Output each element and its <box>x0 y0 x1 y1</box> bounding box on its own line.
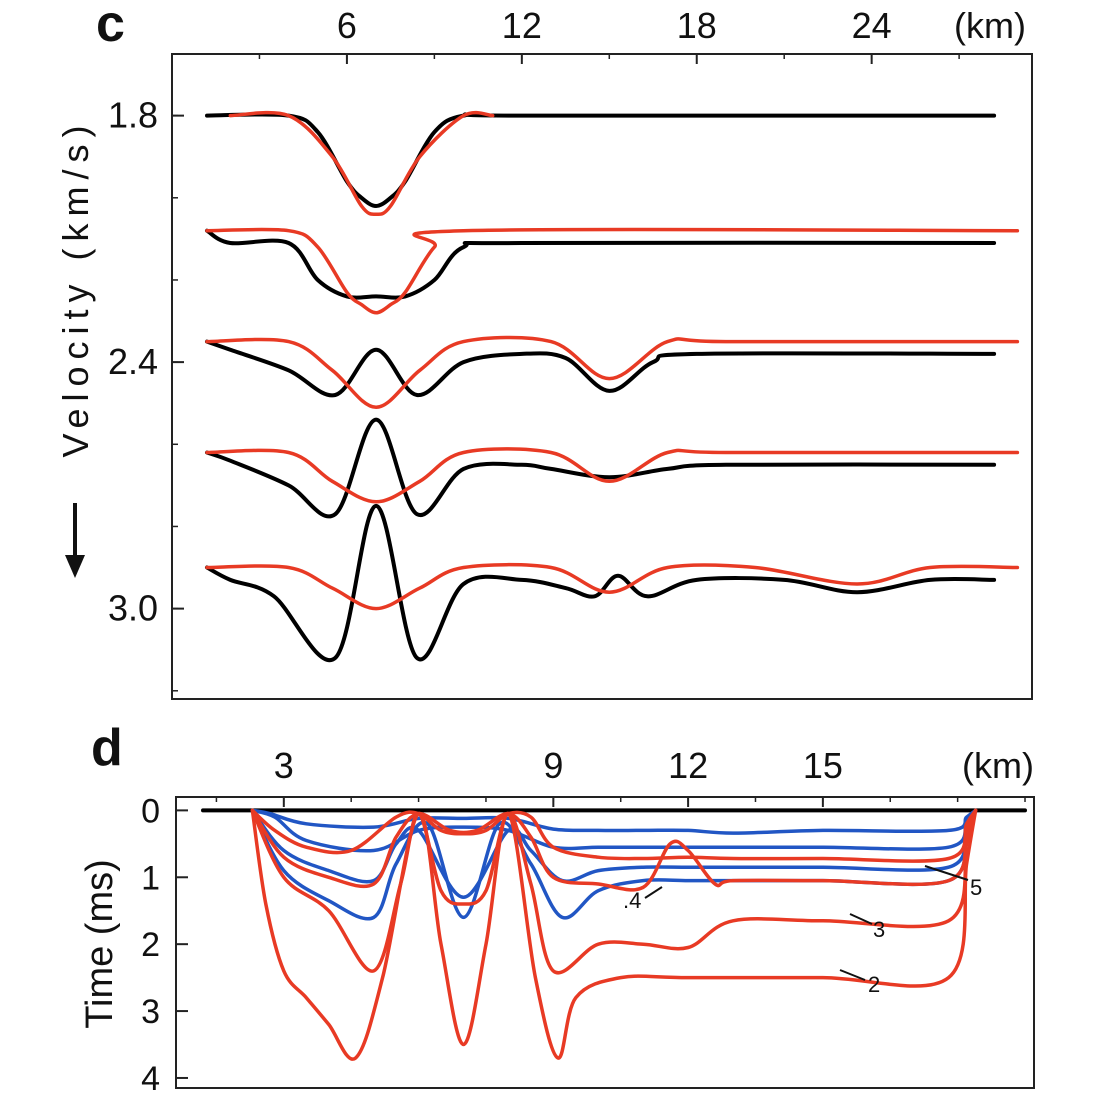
velocity-panel: c (km) Velocity (km/s) 6 12 18 24 1.8 2.4 3.0 <box>55 0 1033 700</box>
y-tick-label: 1.8 <box>108 95 158 136</box>
annotation-5: 5 <box>970 875 982 900</box>
x-tick-label: 6 <box>337 5 357 46</box>
annotation-4: .4 <box>623 888 641 913</box>
x-tick-label: 15 <box>803 745 843 786</box>
x-tick-label: 12 <box>668 745 708 786</box>
series-red-5 <box>250 808 978 863</box>
series-trace3-red <box>205 335 1020 410</box>
series-trace2-red <box>205 227 1020 315</box>
series-trace1-red <box>228 110 495 217</box>
series-trace1-black <box>205 112 997 208</box>
y-tick-label: 3 <box>141 993 160 1031</box>
panel-d-y-label: Time (ms) <box>79 859 121 1029</box>
panel-c-y-label: Velocity (km/s) <box>55 118 96 457</box>
series-trace5-black <box>205 503 997 663</box>
series-red-3 <box>250 808 978 975</box>
x-tick-label: 9 <box>543 745 563 786</box>
series-red-2 <box>250 808 978 1061</box>
x-tick-label: 24 <box>852 5 892 46</box>
series-blue-1 <box>250 808 978 835</box>
y-tick-label: 2 <box>141 926 160 964</box>
series-trace5-red <box>205 562 1020 611</box>
series-trace3-black <box>205 339 997 398</box>
panel-c-x-unit: (km) <box>954 5 1026 46</box>
series-trace4-red <box>205 447 1020 504</box>
curve-annotations: 2 3 .4 5 <box>623 865 982 997</box>
panel-d-label: d <box>91 719 123 777</box>
y-tick-label: 0 <box>141 792 160 830</box>
series-trace4-black <box>205 417 997 519</box>
x-tick-label: 3 <box>274 745 294 786</box>
y-tick-label: 4 <box>141 1060 160 1098</box>
y-tick-label: 3.0 <box>108 588 158 629</box>
y-tick-label: 1 <box>141 859 160 897</box>
annotation-3: 3 <box>873 917 885 942</box>
series-blue-2 <box>250 808 978 853</box>
panel-c-plot-area <box>171 53 1033 700</box>
panel-d-x-unit: (km) <box>962 745 1034 786</box>
annotation-2: 2 <box>868 972 880 997</box>
y-tick-label: 2.4 <box>108 341 158 382</box>
panel-c-label: c <box>96 0 125 53</box>
x-tick-label: 18 <box>677 5 717 46</box>
down-arrow-icon <box>65 503 85 578</box>
series-trace2-black <box>205 228 997 300</box>
series-red-4 <box>250 808 978 892</box>
panel-d-plot-area <box>175 796 1035 1089</box>
x-tick-label: 12 <box>502 5 542 46</box>
